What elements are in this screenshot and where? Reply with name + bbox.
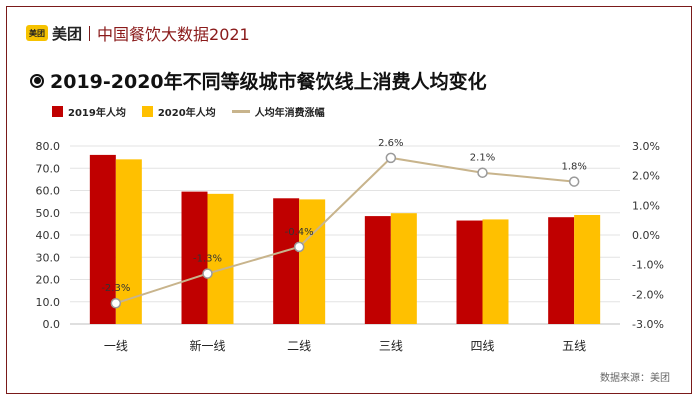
x-tick-label: 三线 [379, 339, 403, 353]
brand-name: 美团 [52, 24, 83, 43]
y-right-tick-label: -2.0% [632, 288, 664, 301]
growth-point [568, 176, 580, 187]
header-divider [89, 25, 91, 41]
bar-2019 [89, 154, 116, 324]
legend-swatch-growth [231, 110, 250, 113]
y-right-tick-label: 2.0% [632, 170, 660, 183]
legend: 2019年人均 2020年人均 人均年消费涨幅 [52, 104, 341, 119]
x-tick-label: 五线 [562, 339, 586, 353]
growth-point [293, 241, 305, 253]
legend-label-growth: 人均年消费涨幅 [254, 108, 325, 119]
radio-bullet-icon [30, 73, 44, 88]
bar-2019 [273, 198, 300, 324]
source-note: 数据来源：美团 [600, 373, 670, 384]
bar-2020 [482, 219, 509, 324]
growth-point [477, 167, 488, 178]
bar-2019 [548, 217, 575, 324]
y-left-tick-label: 30.0 [36, 251, 61, 264]
legend-item-growth: 人均年消费涨幅 [231, 104, 325, 119]
growth-data-label: -2.3% [101, 283, 130, 294]
growth-data-label: 2.6% [378, 138, 403, 149]
x-tick-label: 二线 [287, 339, 311, 353]
x-tick-label: 一线 [104, 339, 128, 353]
y-right-tick-label: 1.0% [632, 199, 660, 212]
growth-data-label: 1.8% [561, 162, 586, 173]
y-left-tick-label: 40.0 [36, 229, 61, 242]
bar-2019 [456, 220, 483, 324]
legend-item-2019: 2019年人均 [52, 104, 126, 119]
y-left-tick-label: 60.0 [36, 185, 61, 198]
growth-data-label: -1.3% [193, 254, 222, 265]
y-left-tick-label: 0.0 [43, 318, 61, 331]
growth-data-label: 2.1% [470, 153, 495, 164]
legend-item-2020: 2020年人均 [141, 104, 216, 119]
y-right-tick-label: 0.0% [632, 229, 660, 242]
y-left-tick-label: 20.0 [36, 274, 61, 287]
y-right-tick-label: 3.0% [632, 140, 660, 153]
report-title: 中国餐饮大数据2021 [97, 25, 250, 44]
growth-data-label: -0.4% [285, 227, 314, 238]
y-left-tick-label: 10.0 [36, 296, 61, 309]
bar-2020 [207, 193, 234, 324]
chart-title: 2019-2020年不同等级城市餐饮线上消费人均变化 [50, 71, 487, 93]
y-right-tick-label: -1.0% [632, 259, 664, 272]
y-left-tick-label: 50.0 [36, 207, 61, 220]
x-tick-label: 新一线 [189, 338, 225, 353]
legend-swatch-2020 [141, 106, 153, 117]
growth-point [202, 268, 213, 279]
meituan-logo: 美团 [26, 25, 48, 41]
y-right-tick-label: -3.0% [632, 318, 664, 331]
growth-point [110, 297, 122, 309]
header: 美团 美团 中国餐饮大数据2021 [26, 22, 250, 44]
legend-label-2019: 2019年人均 [68, 108, 126, 119]
y-left-tick-label: 80.0 [36, 140, 61, 153]
bar-2020 [390, 213, 417, 324]
y-left-tick-label: 70.0 [36, 162, 61, 175]
bar-2020 [299, 199, 326, 324]
bar-2019 [181, 191, 208, 324]
chart-title-row: 2019-2020年不同等级城市餐饮线上消费人均变化 [30, 67, 487, 94]
legend-swatch-2019 [52, 106, 63, 117]
bar-2020 [574, 214, 601, 324]
growth-point [385, 152, 397, 164]
legend-label-2020: 2020年人均 [157, 108, 216, 119]
bar-2019 [364, 216, 391, 324]
x-tick-label: 四线 [470, 339, 494, 353]
growth-line [115, 156, 575, 305]
